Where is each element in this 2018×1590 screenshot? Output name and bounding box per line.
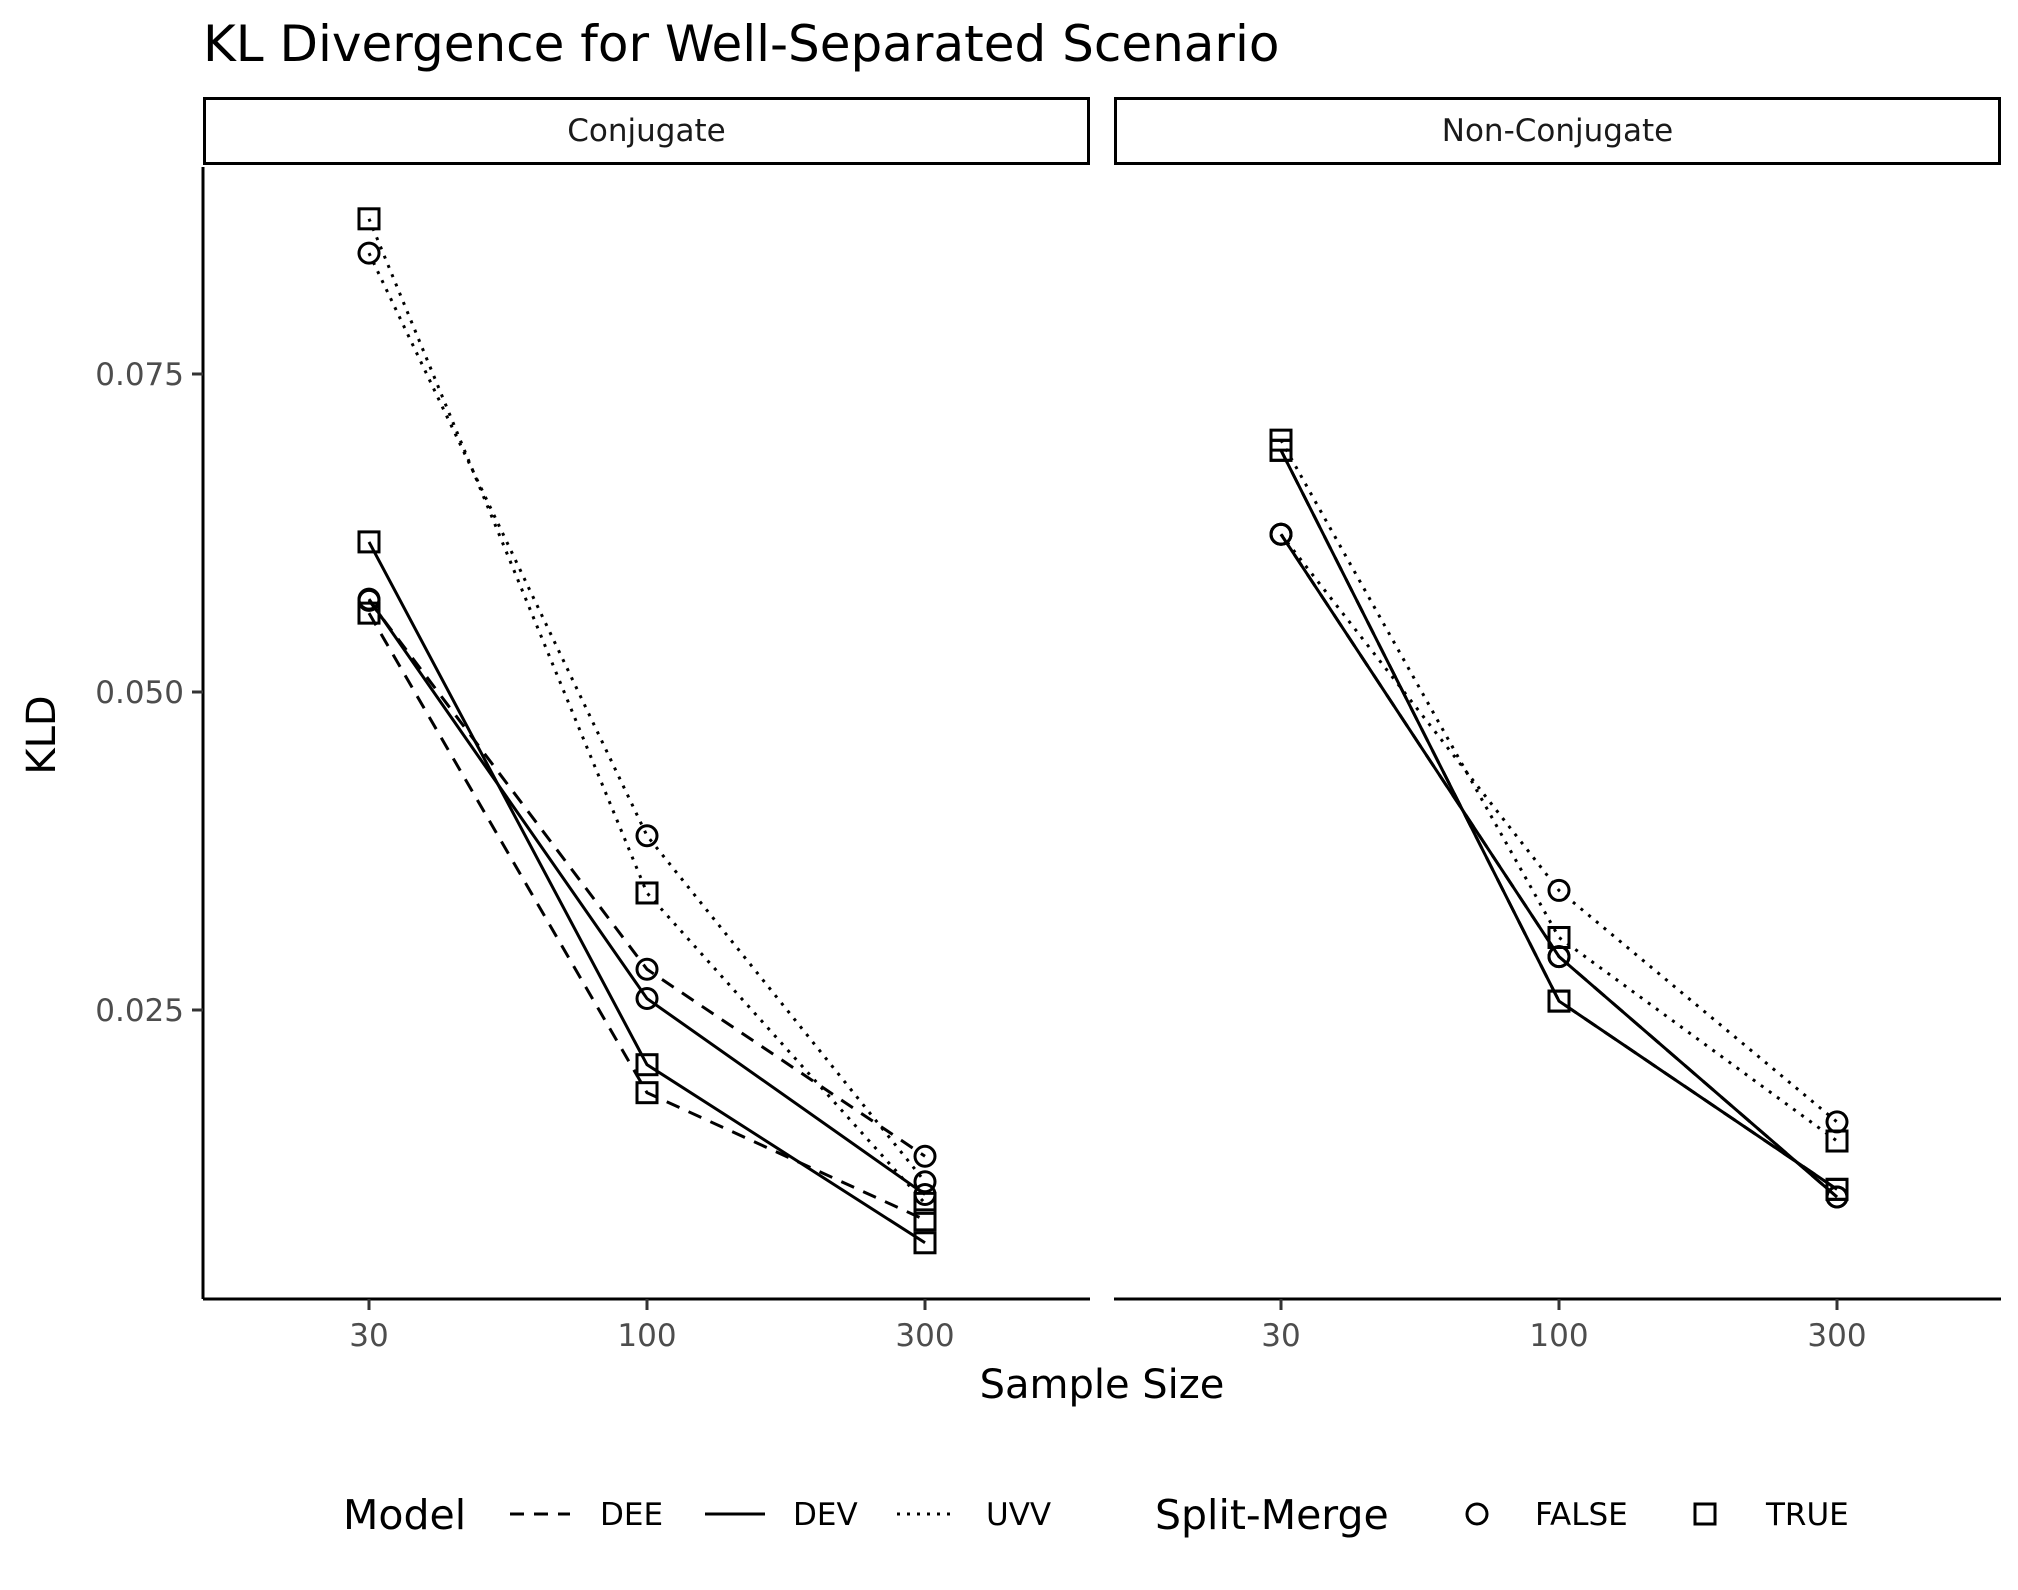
data-point-dev-false bbox=[635, 987, 659, 1011]
data-point-uvv-false bbox=[357, 241, 381, 265]
strip-label-conjugate: Conjugate bbox=[567, 113, 725, 149]
x-axis-title: Sample Size bbox=[980, 1362, 1225, 1408]
y-tick-label: 0.025 bbox=[95, 993, 184, 1029]
legend-key-true bbox=[1693, 1502, 1717, 1526]
x-tick-label: 30 bbox=[1261, 1318, 1300, 1354]
data-point-dee-false bbox=[913, 1144, 937, 1168]
legend-key-false bbox=[1465, 1502, 1489, 1526]
data-point-dev-false bbox=[357, 587, 381, 611]
data-point-uvv-true bbox=[1825, 1129, 1849, 1153]
chart-title: KL Divergence for Well-Separated Scenari… bbox=[203, 15, 1279, 73]
data-point-uvv-true bbox=[913, 1191, 937, 1215]
series-line-dev-false bbox=[1279, 533, 1838, 1199]
data-point-uvv-true bbox=[1269, 428, 1293, 452]
series-line-uvv-true bbox=[1279, 439, 1838, 1143]
data-point-uvv-false bbox=[913, 1170, 937, 1194]
legend-label-true: TRUE bbox=[1765, 1497, 1849, 1533]
data-point-uvv-true bbox=[357, 207, 381, 231]
data-point-dee-true bbox=[357, 601, 381, 625]
data-point-uvv-true bbox=[1547, 925, 1571, 949]
x-axis-non-conjugate: 30 100 300 bbox=[1261, 1299, 1867, 1354]
legend-title-model: Model bbox=[343, 1491, 466, 1539]
legend: Model DEE DEV UVV Split-Merge FALSE TRUE bbox=[343, 1491, 1849, 1539]
data-point-dev-true bbox=[913, 1231, 937, 1255]
data-point-dee-false bbox=[635, 957, 659, 981]
panel-conjugate bbox=[357, 207, 937, 1255]
data-point-uvv-true bbox=[635, 881, 659, 905]
series-line-uvv-false bbox=[367, 252, 927, 1183]
data-point-uvv-false bbox=[1547, 878, 1571, 902]
series-line-dee-true bbox=[367, 612, 926, 1222]
data-point-uvv-false bbox=[1825, 1110, 1849, 1134]
data-point-dee-true bbox=[913, 1208, 937, 1232]
data-point-dev-true bbox=[1825, 1177, 1849, 1201]
legend-label-false: FALSE bbox=[1535, 1497, 1628, 1533]
y-axis-title: KLD bbox=[19, 695, 65, 774]
series-line-dev-true bbox=[1279, 449, 1838, 1191]
data-point-dee-true bbox=[635, 1081, 659, 1105]
strip-label-non-conjugate: Non-Conjugate bbox=[1442, 113, 1673, 149]
data-point-dev-true bbox=[635, 1053, 659, 1077]
y-axis: 0.025 0.050 0.075 bbox=[95, 357, 203, 1029]
data-point-dev-true bbox=[1547, 989, 1571, 1013]
data-point-uvv-false bbox=[1269, 522, 1293, 546]
x-tick-label: 300 bbox=[1807, 1318, 1866, 1354]
x-tick-label: 300 bbox=[895, 1318, 954, 1354]
x-tick-label: 100 bbox=[617, 1318, 676, 1354]
x-axis-conjugate: 30 100 300 bbox=[349, 1299, 955, 1354]
series-line-dee-false bbox=[1279, 533, 1838, 1199]
series-line-dev-true bbox=[367, 541, 926, 1245]
strip-non-conjugate: Non-Conjugate bbox=[1114, 97, 2001, 165]
data-point-dev-true bbox=[357, 530, 381, 554]
panel-non-conjugate bbox=[1269, 428, 1849, 1209]
series-line-dee-false bbox=[367, 599, 926, 1158]
legend-title-split-merge: Split-Merge bbox=[1155, 1491, 1389, 1539]
data-point-uvv-false bbox=[635, 824, 659, 848]
x-tick-label: 100 bbox=[1529, 1318, 1588, 1354]
y-tick-label: 0.050 bbox=[95, 675, 184, 711]
series-line-dev-false bbox=[367, 598, 926, 1196]
legend-label-dev: DEV bbox=[793, 1497, 858, 1533]
y-tick-label: 0.075 bbox=[95, 357, 184, 393]
series-line-uvv-false bbox=[1279, 533, 1838, 1124]
legend-label-uvv: UVV bbox=[986, 1497, 1051, 1533]
x-tick-label: 30 bbox=[349, 1318, 388, 1354]
legend-label-dee: DEE bbox=[600, 1497, 663, 1533]
strip-conjugate: Conjugate bbox=[203, 97, 1090, 165]
